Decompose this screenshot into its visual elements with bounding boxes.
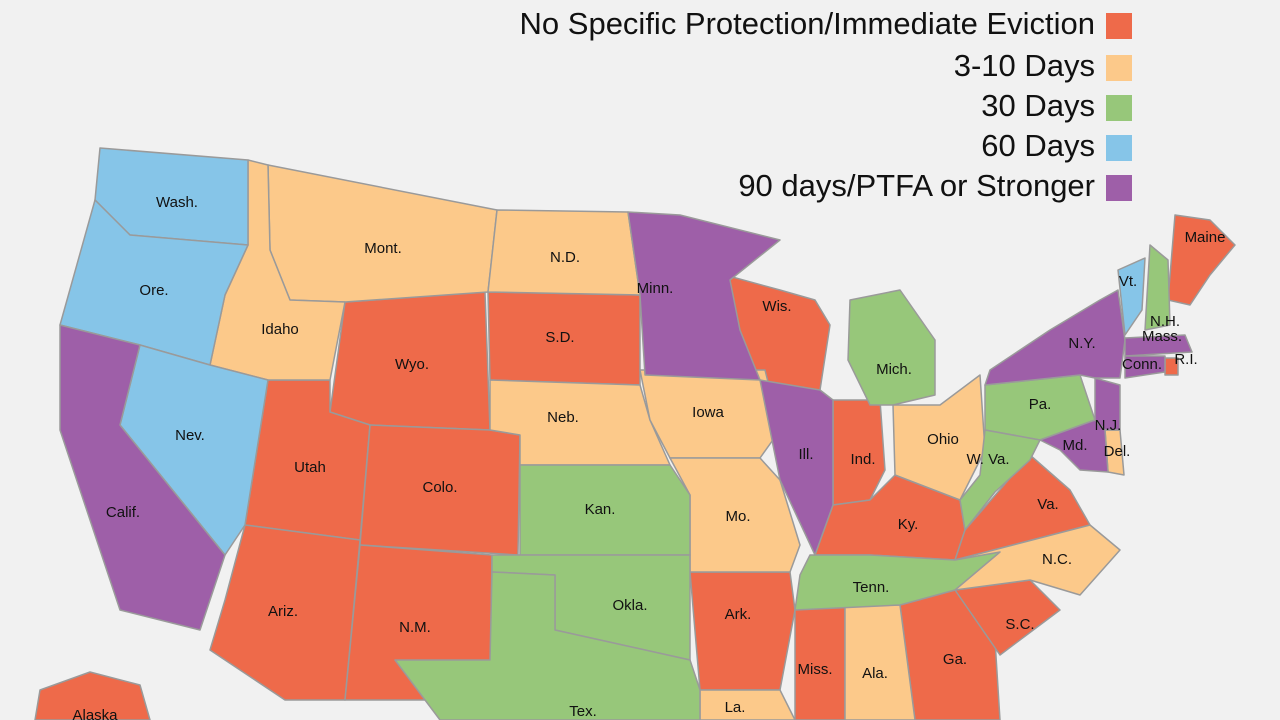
state-label: Tex. [569,703,597,720]
legend-swatch [1106,135,1132,161]
legend-label: No Specific Protection/Immediate Evictio… [520,6,1095,41]
state-label: Mont. [364,240,402,257]
state-label: Ga. [943,651,967,668]
state-label: Ky. [898,516,919,533]
state-label: Ariz. [268,603,298,620]
state [1094,377,1121,431]
state-label: N.J. [1095,417,1122,434]
state-label: Mo. [725,508,750,525]
state [759,379,834,556]
legend-swatch [1106,95,1132,121]
state-label: La. [725,699,746,716]
state [209,524,361,701]
state-label: Vt. [1119,273,1137,290]
state-label: Neb. [547,409,579,426]
state-label: Wyo. [395,356,429,373]
state-label: N.D. [550,249,580,266]
state-label: Colo. [422,479,457,496]
state [1124,355,1166,379]
legend-label: 60 Days [981,128,1095,163]
state-label: N.M. [399,619,431,636]
state-label: N.C. [1042,551,1072,568]
legend-label: 3-10 Days [954,48,1095,83]
state [1117,257,1146,336]
state [1124,334,1193,357]
state-label: Minn. [637,280,674,297]
state-label: R.I. [1174,351,1197,368]
state-label: Md. [1062,437,1087,454]
state-label: Mass. [1142,328,1182,345]
state-label: Ind. [850,451,875,468]
state [984,289,1126,386]
state-label: Nev. [175,427,205,444]
state-label: Ala. [862,665,888,682]
state-label: Ore. [139,282,168,299]
state-label: Ark. [725,606,752,623]
legend-label: 30 Days [981,88,1095,123]
state-label: Alaska [72,707,118,720]
legend-swatch [1106,13,1132,39]
state [394,571,701,720]
legend-label: 90 days/PTFA or Stronger [738,168,1095,203]
state-label: Calif. [106,504,140,521]
state-label: Maine [1185,229,1226,246]
state-label: Wash. [156,194,198,211]
state-label: Miss. [798,661,833,678]
legend: No Specific Protection/Immediate Evictio… [520,6,1132,203]
state-label: Ohio [927,431,959,448]
state [959,429,1041,531]
state [34,671,151,720]
states [34,147,1236,720]
state-label: Ill. [799,446,814,463]
state-label: W. Va. [966,451,1009,468]
state-label: S.D. [545,329,574,346]
state-label: Wis. [762,298,791,315]
legend-swatch [1106,55,1132,81]
state [519,464,691,556]
state [627,211,781,381]
state-label: Del. [1104,443,1131,460]
state-label: Iowa [692,404,724,421]
state [59,324,226,631]
state-label: N.H. [1150,313,1180,330]
state [847,289,936,406]
state-label: Va. [1037,496,1058,513]
state-label: Mich. [876,361,912,378]
state-label: Idaho [261,321,299,338]
state-label: N.Y. [1068,335,1095,352]
state [1144,244,1171,331]
state [794,551,1001,611]
state-label: Pa. [1029,396,1052,413]
state-labels: Wyo. S.D. Utah Colo. Ariz. N.M. Wis. Ind. Ky. Va.… [72,194,1225,720]
state [689,571,796,691]
state-label: Kan. [585,501,616,518]
state-label: Conn. [1122,356,1162,373]
state [699,689,796,720]
state-label: Utah [294,459,326,476]
legend-swatch [1106,175,1132,201]
state-label: S.C. [1005,616,1034,633]
state-label: Tenn. [853,579,890,596]
state-label: Okla. [612,597,647,614]
state [359,424,521,556]
